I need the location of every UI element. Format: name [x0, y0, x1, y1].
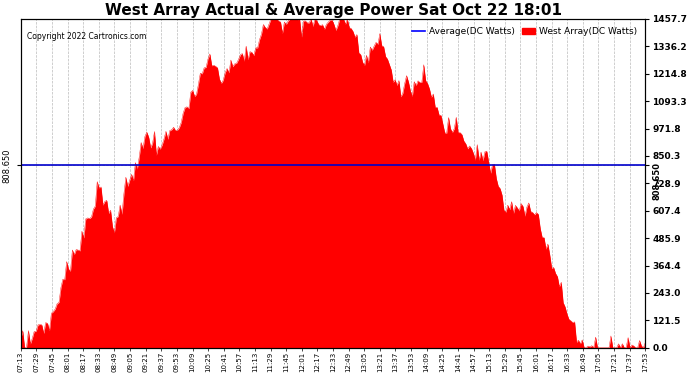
Title: West Array Actual & Average Power Sat Oct 22 18:01: West Array Actual & Average Power Sat Oc… — [105, 3, 562, 18]
Legend: Average(DC Watts), West Array(DC Watts): Average(DC Watts), West Array(DC Watts) — [408, 24, 641, 40]
Text: Copyright 2022 Cartronics.com: Copyright 2022 Cartronics.com — [27, 32, 146, 41]
